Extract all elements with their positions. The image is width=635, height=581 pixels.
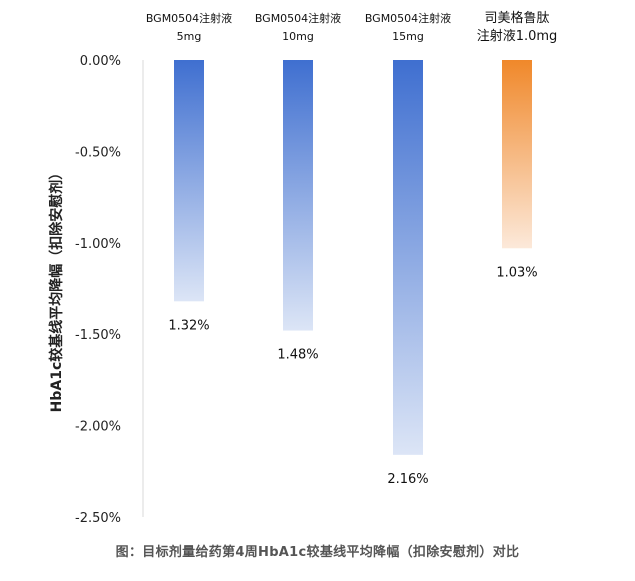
bar (502, 60, 532, 249)
category-label: BGM0504注射液 (365, 11, 451, 25)
figure-caption: 图：目标剂量给药第4周HbA1c较基线平均降幅（扣除安慰剂）对比 (115, 545, 520, 560)
y-tick-label: -2.50% (75, 511, 121, 526)
category-label: 15mg (392, 30, 424, 43)
category-label: BGM0504注射液 (146, 11, 232, 25)
category-label: 注射液1.0mg (477, 28, 558, 44)
y-axis: 0.00% -0.50% -1.00% -1.50% -2.00% -2.50% (75, 54, 144, 526)
category-label: 司美格鲁肽 (484, 10, 549, 26)
category-labels: BGM0504注射液 5mg BGM0504注射液 10mg BGM0504注射液 15m… (146, 10, 557, 44)
data-label: 1.48% (277, 348, 318, 363)
y-tick-label: -1.00% (75, 237, 121, 252)
data-labels: 1.32% 1.48% 2.16% 1.03% (168, 265, 537, 487)
y-tick-label: -1.50% (75, 328, 121, 343)
bar (283, 60, 313, 331)
category-label: BGM0504注射液 (255, 11, 341, 25)
bar (393, 60, 423, 455)
y-tick-label: -0.50% (75, 145, 121, 160)
category-label: 10mg (282, 30, 314, 43)
bars (174, 60, 532, 455)
y-tick-label: 0.00% (80, 54, 121, 69)
data-label: 2.16% (387, 472, 428, 487)
y-axis-title: HbA1c较基线平均降幅（扣除安慰剂） (48, 166, 65, 413)
bar-chart: 0.00% -0.50% -1.00% -1.50% -2.00% -2.50% BGM0… (48, 10, 557, 526)
y-tick-label: -2.00% (75, 420, 121, 435)
category-label: 5mg (177, 30, 202, 43)
bar (174, 60, 204, 302)
data-label: 1.32% (168, 318, 209, 333)
data-label: 1.03% (496, 265, 537, 280)
